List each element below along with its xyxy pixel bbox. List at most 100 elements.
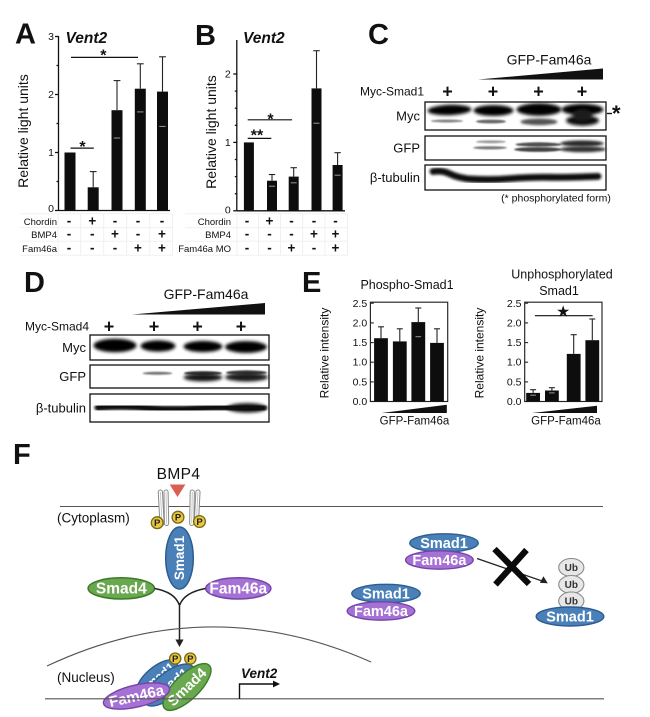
svg-text:(Cytoplasm): (Cytoplasm) — [57, 511, 130, 526]
svg-text:P: P — [154, 518, 161, 529]
svg-text:0.5: 0.5 — [507, 376, 522, 388]
svg-text:0.0: 0.0 — [353, 396, 368, 408]
svg-text:Relative intensity: Relative intensity — [318, 308, 332, 399]
svg-text:Chordin: Chordin — [24, 217, 57, 228]
svg-text:+: + — [332, 241, 340, 256]
svg-text:-: - — [267, 227, 272, 242]
svg-text:Relative light units: Relative light units — [15, 74, 31, 188]
svg-text:1.0: 1.0 — [353, 357, 368, 369]
svg-text:-: - — [245, 241, 250, 256]
svg-text:F: F — [13, 439, 31, 471]
svg-text:Vent2: Vent2 — [66, 30, 108, 47]
svg-text:-: - — [333, 214, 338, 229]
svg-text:★: ★ — [557, 304, 570, 319]
svg-text:+: + — [88, 214, 96, 229]
svg-text:+: + — [158, 241, 166, 256]
svg-text:2: 2 — [225, 69, 231, 81]
svg-text:GFP-Fam46a: GFP-Fam46a — [380, 416, 450, 428]
svg-text:P: P — [196, 517, 203, 528]
svg-text:Phospho-Smad1: Phospho-Smad1 — [360, 278, 453, 292]
svg-text:-: - — [113, 241, 118, 256]
svg-text:0: 0 — [48, 203, 54, 215]
svg-text:+: + — [332, 227, 340, 242]
svg-text:-: - — [289, 227, 294, 242]
svg-text:+: + — [266, 214, 274, 229]
svg-text:GFP-Fam46a: GFP-Fam46a — [507, 52, 592, 68]
svg-text:P: P — [172, 654, 179, 665]
svg-text:(Nucleus): (Nucleus) — [57, 670, 115, 685]
svg-text:D: D — [24, 267, 45, 299]
svg-text:Myc: Myc — [396, 109, 420, 124]
svg-text:Smad1: Smad1 — [362, 587, 410, 603]
svg-text:-: - — [90, 227, 95, 242]
svg-text:β-tubulin: β-tubulin — [36, 401, 86, 416]
svg-text:Chordin: Chordin — [198, 217, 231, 228]
svg-text:Ub: Ub — [565, 563, 578, 574]
svg-text:-: - — [245, 227, 250, 242]
svg-text:Myc-Smad4: Myc-Smad4 — [25, 320, 89, 334]
svg-text:+: + — [158, 227, 166, 242]
svg-text:Fam46a: Fam46a — [209, 581, 267, 598]
svg-text:GFP: GFP — [59, 369, 86, 384]
svg-text:0: 0 — [225, 205, 231, 217]
svg-text:P: P — [175, 513, 182, 524]
svg-text:2.5: 2.5 — [507, 298, 522, 310]
svg-text:*: * — [612, 101, 621, 126]
svg-text:GFP-Fam46a: GFP-Fam46a — [164, 286, 249, 302]
svg-text:1: 1 — [48, 147, 54, 159]
svg-text:E: E — [302, 267, 321, 299]
svg-text:Fam46a MO: Fam46a MO — [178, 244, 231, 255]
svg-text:C: C — [368, 19, 389, 51]
svg-text:BMP4: BMP4 — [31, 230, 57, 241]
svg-text:β-tubulin: β-tubulin — [370, 170, 420, 185]
svg-text:B: B — [195, 20, 216, 52]
svg-text:-: - — [312, 214, 317, 229]
svg-text:-: - — [67, 214, 72, 229]
svg-text:0.0: 0.0 — [507, 396, 522, 408]
svg-text:*: * — [79, 139, 86, 156]
svg-text:+: + — [288, 241, 296, 256]
svg-text:2: 2 — [48, 89, 54, 101]
svg-text:2.5: 2.5 — [353, 298, 368, 310]
svg-text:1.5: 1.5 — [353, 337, 368, 349]
svg-text:+: + — [488, 82, 499, 102]
svg-text:-: - — [90, 241, 95, 256]
svg-text:-: - — [289, 214, 294, 229]
svg-text:(* phosphorylated form): (* phosphorylated form) — [501, 193, 611, 205]
svg-text:1: 1 — [225, 137, 231, 149]
svg-text:-: - — [160, 214, 165, 229]
svg-text:-: - — [113, 214, 118, 229]
svg-text:+: + — [192, 317, 203, 337]
svg-text:Smad1: Smad1 — [172, 535, 187, 580]
svg-text:Vent2: Vent2 — [243, 30, 285, 47]
svg-text:-: - — [136, 214, 141, 229]
svg-text:*: * — [267, 112, 274, 129]
svg-text:3: 3 — [48, 31, 54, 43]
svg-text:-: - — [267, 241, 272, 256]
svg-text:+: + — [236, 317, 247, 337]
svg-text:Fam46a: Fam46a — [412, 553, 467, 569]
svg-text:2.0: 2.0 — [507, 317, 522, 329]
svg-text:P: P — [187, 654, 194, 665]
svg-text:GFP: GFP — [393, 141, 420, 156]
svg-text:+: + — [533, 82, 544, 102]
svg-text:Relative intensity: Relative intensity — [473, 308, 487, 399]
svg-text:Smad1: Smad1 — [546, 610, 594, 626]
svg-text:*: * — [100, 48, 107, 65]
svg-text:-: - — [67, 227, 72, 242]
svg-text:+: + — [104, 317, 115, 337]
svg-text:Unphosphorylated: Unphosphorylated — [511, 268, 613, 282]
svg-text:Relative light units: Relative light units — [203, 75, 219, 189]
svg-text:**: ** — [251, 128, 264, 145]
svg-text:+: + — [149, 317, 160, 337]
svg-text:-: - — [245, 214, 250, 229]
svg-text:+: + — [310, 227, 318, 242]
svg-text:+: + — [577, 82, 588, 102]
svg-text:GFP-Fam46a: GFP-Fam46a — [531, 416, 601, 428]
svg-text:Smad4: Smad4 — [96, 581, 147, 598]
svg-text:Myc: Myc — [62, 340, 86, 355]
svg-text:2.0: 2.0 — [353, 317, 368, 329]
svg-text:0.5: 0.5 — [353, 376, 368, 388]
svg-text:Ub: Ub — [565, 597, 578, 608]
svg-text:-: - — [312, 241, 317, 256]
